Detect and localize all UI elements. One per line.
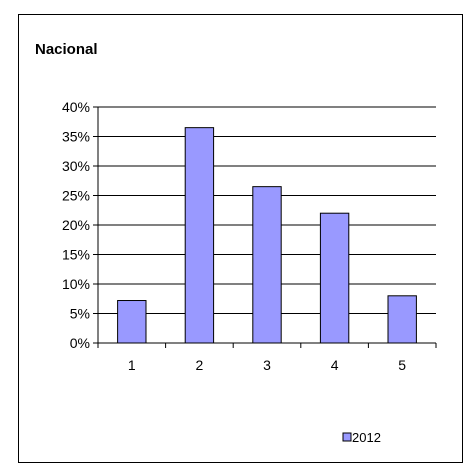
legend-swatch xyxy=(342,432,352,442)
chart-frame xyxy=(18,14,463,463)
x-tick-label: 4 xyxy=(331,357,339,373)
y-tick-label: 15% xyxy=(62,247,90,263)
bars xyxy=(117,127,417,344)
y-tick-label: 0% xyxy=(70,335,90,351)
y-tick-label: 35% xyxy=(62,129,90,145)
x-tick-label: 1 xyxy=(128,357,136,373)
y-tick-label: 25% xyxy=(62,188,90,204)
chart-title: Nacional xyxy=(35,41,98,58)
bar xyxy=(387,295,417,344)
bar xyxy=(252,186,282,344)
x-tick-label: 2 xyxy=(196,357,204,373)
x-tick-label: 3 xyxy=(263,357,271,373)
legend-label: 2012 xyxy=(352,430,381,445)
x-tick-label: 5 xyxy=(398,357,406,373)
y-tick-label: 20% xyxy=(62,217,90,233)
x-axis-ticks: 1 2 3 4 5 xyxy=(97,343,437,373)
bar xyxy=(319,212,350,344)
bar xyxy=(117,300,147,344)
y-tick-label: 10% xyxy=(62,276,90,292)
bar xyxy=(184,127,215,344)
legend: 2012 xyxy=(342,430,381,445)
y-tick-label: 5% xyxy=(70,306,90,322)
y-tick-label: 40% xyxy=(62,99,90,115)
y-tick-label: 30% xyxy=(62,158,90,174)
axes xyxy=(97,107,436,344)
y-axis-ticks: 0% 5% 10% 15% 20% 25% 30% 35% 40% xyxy=(62,99,98,351)
